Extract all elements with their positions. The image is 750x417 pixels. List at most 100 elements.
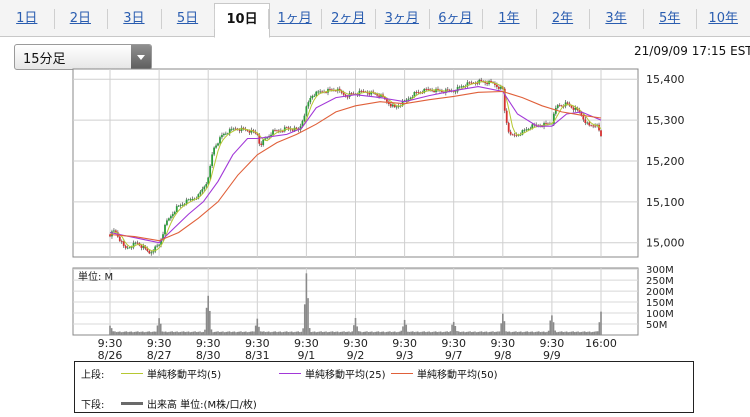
volume-bar bbox=[397, 331, 399, 335]
candle-body bbox=[446, 89, 449, 91]
candle-body bbox=[183, 204, 186, 206]
legend-upper-label: 上段: bbox=[81, 370, 105, 381]
chevron-down-icon[interactable] bbox=[131, 45, 151, 69]
volume-bar bbox=[305, 273, 308, 335]
volume-bar bbox=[506, 331, 509, 335]
tab-3[interactable]: 5日 bbox=[176, 11, 199, 26]
volume-tick-label: 200M bbox=[646, 287, 674, 298]
tab-7[interactable]: 3ヶ月 bbox=[384, 11, 419, 26]
tab-13[interactable]: 10年 bbox=[708, 11, 738, 26]
candle-body bbox=[594, 125, 597, 127]
candle-body bbox=[215, 145, 217, 148]
candle-body bbox=[558, 105, 561, 107]
volume-bar bbox=[390, 332, 393, 335]
volume-bar bbox=[287, 332, 290, 335]
volume-bar bbox=[357, 331, 360, 335]
volume-bar bbox=[343, 331, 345, 335]
candle-body bbox=[209, 165, 212, 178]
tab-10[interactable]: 2年 bbox=[551, 11, 574, 26]
candle-body bbox=[556, 105, 559, 108]
tab-4[interactable]: 10日 bbox=[214, 3, 270, 38]
volume-bar bbox=[150, 332, 152, 335]
volume-bar bbox=[338, 332, 340, 335]
candle-body bbox=[276, 130, 278, 132]
interval-select[interactable]: 15分足 bbox=[14, 44, 152, 70]
legend-ma50: 単純移動平均(50) bbox=[417, 370, 498, 381]
tab-9[interactable]: 1年 bbox=[498, 11, 520, 26]
candle-body bbox=[260, 143, 263, 145]
tab-11[interactable]: 3年 bbox=[605, 11, 627, 26]
volume-bar bbox=[408, 331, 411, 335]
volume-bar bbox=[380, 331, 383, 335]
candle-body bbox=[144, 246, 147, 249]
volume-bar bbox=[559, 331, 561, 335]
volume-bar bbox=[297, 331, 300, 335]
candle-body bbox=[175, 206, 178, 212]
volume-bar bbox=[225, 331, 228, 335]
volume-bar bbox=[163, 331, 165, 335]
volume-bar bbox=[282, 331, 285, 335]
legend-ma50-swatch bbox=[391, 373, 413, 374]
volume-bar bbox=[564, 331, 566, 335]
volume-bar bbox=[308, 328, 311, 335]
volume-bar bbox=[200, 332, 203, 335]
candle-body bbox=[319, 91, 322, 93]
volume-unit-label: 単位: M bbox=[78, 270, 113, 283]
volume-bar bbox=[554, 330, 556, 335]
x-tick-time: 9:30 bbox=[294, 337, 319, 350]
volume-bar bbox=[194, 331, 196, 335]
x-tick-time: 9:30 bbox=[196, 337, 221, 350]
volume-bar bbox=[249, 331, 252, 335]
tab-2[interactable]: 3日 bbox=[123, 11, 145, 26]
candle-body bbox=[181, 204, 184, 206]
volume-bar bbox=[125, 331, 128, 335]
candle-body bbox=[199, 191, 202, 195]
volume-bar bbox=[191, 331, 193, 335]
candle-body bbox=[352, 93, 355, 95]
candle-body bbox=[346, 96, 349, 98]
candle-body bbox=[278, 130, 280, 132]
volume-bar bbox=[575, 331, 578, 335]
tab-5[interactable]: 1ヶ月 bbox=[277, 11, 312, 26]
volume-bar bbox=[212, 332, 214, 335]
candle-body bbox=[497, 86, 500, 89]
candle-body bbox=[515, 134, 518, 136]
tab-8[interactable]: 6ヶ月 bbox=[438, 11, 473, 26]
candle-body bbox=[564, 102, 567, 107]
candle-body bbox=[584, 119, 587, 124]
candle-body bbox=[238, 129, 241, 131]
candle-body bbox=[120, 241, 123, 242]
volume-bar bbox=[148, 331, 151, 335]
tab-0[interactable]: 1日 bbox=[16, 11, 38, 26]
volume-bar bbox=[119, 331, 121, 335]
volume-bar bbox=[580, 331, 583, 335]
tab-6[interactable]: 2ヶ月 bbox=[331, 11, 366, 26]
candle-body bbox=[376, 94, 379, 96]
candle-body bbox=[134, 242, 137, 244]
price-tick-label: 15,200 bbox=[646, 155, 685, 168]
volume-bar bbox=[429, 332, 432, 335]
candle-body bbox=[223, 133, 225, 136]
tab-12[interactable]: 5年 bbox=[658, 11, 681, 26]
volume-bar bbox=[441, 332, 444, 335]
candle-body bbox=[132, 242, 135, 248]
volume-bar bbox=[374, 331, 376, 335]
candle-body bbox=[162, 234, 164, 240]
candle-body bbox=[118, 236, 121, 242]
candle-body bbox=[191, 199, 194, 200]
volume-bar bbox=[199, 331, 201, 335]
tab-1[interactable]: 2日 bbox=[69, 11, 91, 26]
candle-body bbox=[274, 130, 276, 132]
volume-bar bbox=[511, 331, 514, 335]
volume-bar bbox=[153, 331, 155, 335]
volume-bar bbox=[269, 332, 272, 335]
volume-bar bbox=[114, 331, 116, 335]
volume-bar bbox=[510, 332, 512, 335]
volume-bar bbox=[109, 325, 111, 335]
candle-body bbox=[221, 135, 223, 138]
volume-bar bbox=[560, 331, 563, 335]
volume-bar bbox=[403, 319, 406, 335]
volume-bar bbox=[187, 331, 190, 335]
x-tick-time: 9:30 bbox=[147, 337, 172, 350]
candle-body bbox=[448, 90, 451, 91]
